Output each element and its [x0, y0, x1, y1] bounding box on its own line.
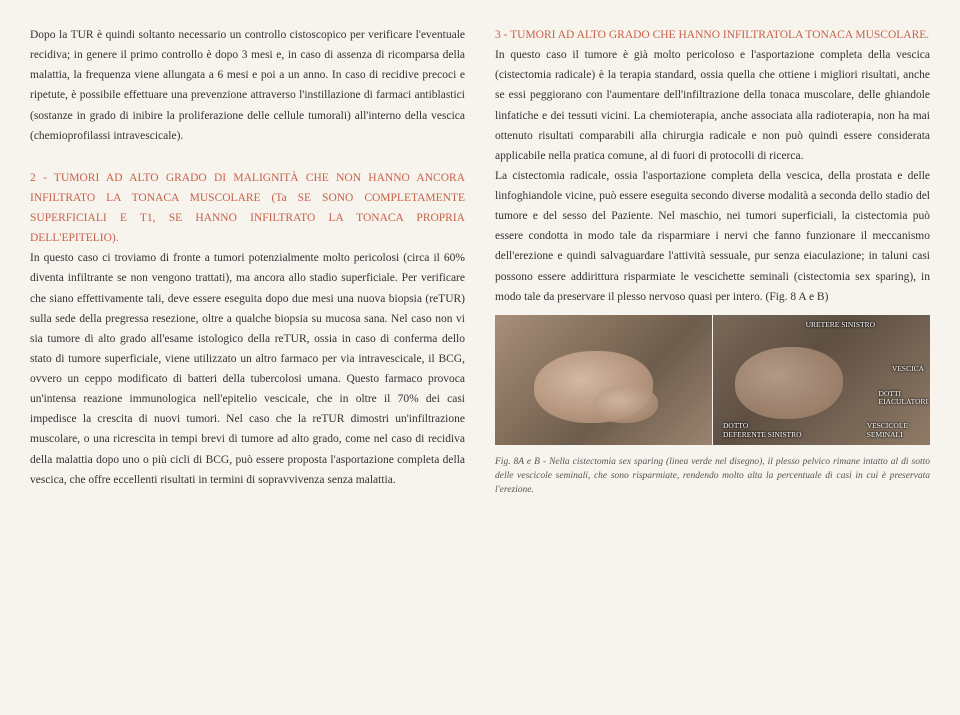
figure-image-a [495, 315, 712, 445]
heading-section-2: 2 - TUMORI AD ALTO GRADO DI MALIGNITÀ CH… [30, 168, 465, 249]
label-dotto-deferente: DOTTO DEFERENTE SINISTRO [723, 422, 802, 439]
paragraph-2: In questo caso ci troviamo di fronte a t… [30, 248, 465, 490]
figure-caption: Fig. 8A e B - Nella cistectomia sex spar… [495, 455, 930, 498]
label-vescicole: VESCICOLE SEMINALI [867, 422, 908, 439]
figure-image-b: URETERE SINISTRO VESCICA DOTTI EIACULATO… [713, 315, 930, 445]
paragraph-1: Dopo la TUR è quindi soltanto necessario… [30, 25, 465, 146]
paragraph-4: La cistectomia radicale, ossia l'asporta… [495, 166, 930, 307]
spacer [30, 146, 465, 168]
paragraph-3: In questo caso il tumore è già molto per… [495, 45, 930, 166]
label-uretere: URETERE SINISTRO [806, 321, 875, 329]
label-dotti-eiaculatori: DOTTI EIACULATORI [879, 390, 928, 407]
left-column: Dopo la TUR è quindi soltanto necessario… [30, 25, 480, 700]
figure-8ab: URETERE SINISTRO VESCICA DOTTI EIACULATO… [495, 315, 930, 445]
heading-section-3: 3 - TUMORI AD ALTO GRADO CHE HANNO INFIL… [495, 25, 930, 45]
right-column: 3 - TUMORI AD ALTO GRADO CHE HANNO INFIL… [480, 25, 930, 700]
label-vescica: VESCICA [892, 365, 924, 373]
